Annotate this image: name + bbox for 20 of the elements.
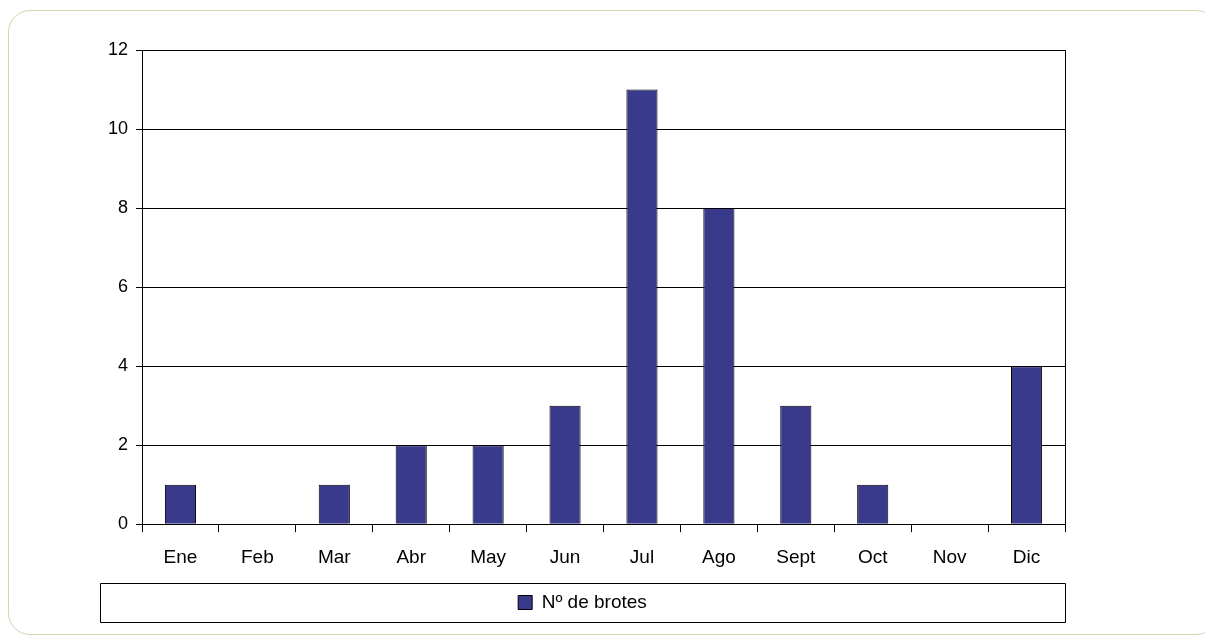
x-tick-label: Feb <box>241 545 274 567</box>
x-tick-label: Ene <box>163 545 198 567</box>
x-tick-label: Abr <box>396 545 427 567</box>
x-tick-label: Ago <box>701 545 736 567</box>
y-tick-label: 6 <box>118 276 129 297</box>
x-tick-label: Oct <box>857 545 889 567</box>
y-tick-label: 0 <box>118 513 129 534</box>
y-tick-label: 4 <box>118 355 129 376</box>
y-tick-label: 8 <box>118 197 129 218</box>
x-tick-label: Mar <box>317 545 352 567</box>
x-tick-label: Dic <box>1012 545 1041 567</box>
x-tick-label: Jul <box>629 545 655 567</box>
x-tick-label: Nov <box>932 545 968 567</box>
legend-label: Nº de brotes <box>541 590 647 612</box>
x-tick-label: Jun <box>549 545 581 567</box>
x-tick-label: Sept <box>776 545 817 567</box>
y-tick-label: 12 <box>107 38 129 59</box>
y-tick-label: 10 <box>107 118 129 138</box>
x-tick-label: May <box>470 545 507 567</box>
y-tick-label: 2 <box>118 434 129 455</box>
